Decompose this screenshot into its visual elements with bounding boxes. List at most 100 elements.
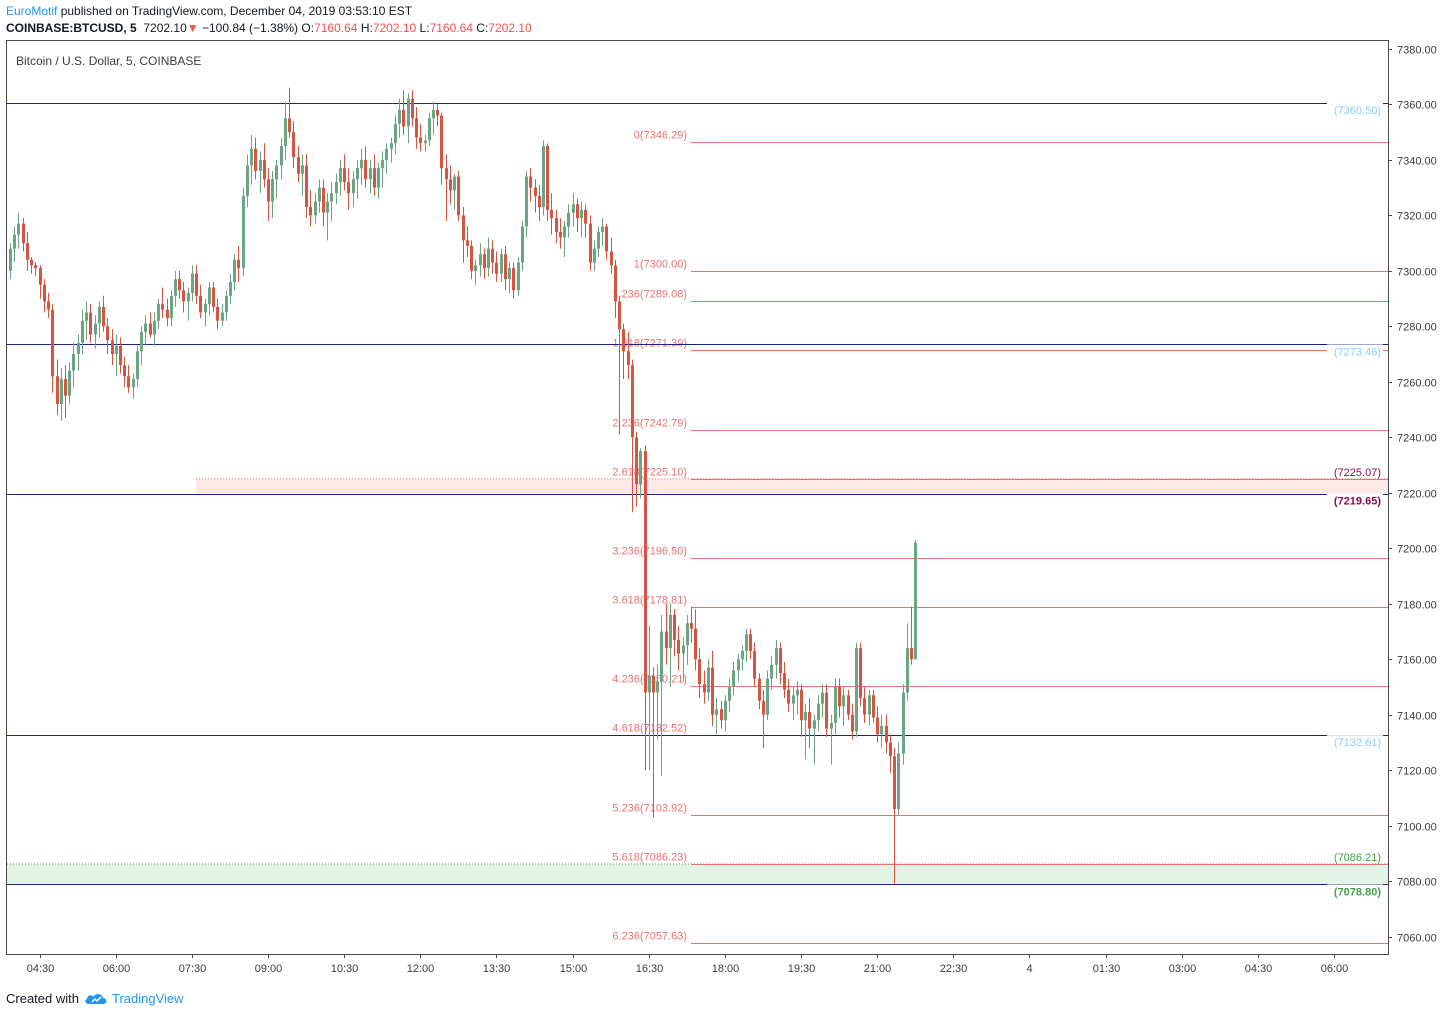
candle-body [711,667,714,715]
candle-body [665,631,668,649]
candle-body [330,193,333,202]
candle-body [732,670,735,687]
candle-body [64,379,67,396]
candle-body [204,304,207,313]
candle-body [876,717,879,735]
time-tick-label: 10:30 [331,963,359,975]
candle-body [123,365,126,377]
level-label-blue: (7132.61) [1334,737,1381,749]
candle-body [559,232,562,238]
candle-body [605,226,608,252]
candle-body [897,753,900,810]
candle-body [394,123,397,144]
candle-body [902,692,905,754]
candle-body [301,165,304,174]
price-zone-red [196,478,1388,494]
candle-body [872,695,875,718]
candle-body [119,345,122,366]
candle-body [415,118,418,138]
price-tick-label: 7240.00 [1397,433,1437,445]
price-tick-label: 7140.00 [1397,711,1437,723]
close-label: C: [476,21,489,35]
candle-body [804,711,807,721]
time-tick-label: 04:30 [1245,963,1273,975]
open-value: 7160.64 [314,21,358,35]
candle-body [335,182,338,194]
tradingview-brand[interactable]: TradingView [112,991,184,1006]
candle-body [77,342,80,355]
price-tick-label: 7180.00 [1397,600,1437,612]
candle-body [851,714,854,732]
fib-label-1.618: 1.618(7271.39) [612,338,687,350]
candle-body [576,204,579,219]
candle-body [208,287,211,305]
candle-body [715,709,718,715]
price-tick-label: 7080.00 [1397,877,1437,889]
candle-body [411,98,414,119]
candle-body [127,376,130,388]
candle-body [614,265,617,302]
candle-body [508,268,511,280]
candle-body [9,248,12,271]
candle-body [309,207,312,216]
candle-body [563,226,566,238]
time-tick-label: 03:00 [1169,963,1197,975]
candle-body [212,287,215,307]
candle-body [199,295,202,313]
time-tick-label: 04:30 [27,963,55,975]
candle-body [89,312,92,335]
candle-body [542,146,545,208]
fib-label-1: 1(7300.00) [634,259,687,271]
plot-frame [6,40,1389,955]
candle-body [682,645,685,654]
candle-body [517,262,520,291]
high-value: 7202.10 [372,21,417,35]
candle-body [284,118,287,147]
candle-body [622,329,625,352]
candle-body [356,168,359,180]
candle-body [792,695,795,704]
open-label: O: [301,21,315,35]
candle-body [538,195,541,208]
candle-body [85,312,88,321]
candle-body [314,201,317,216]
candle-body [724,700,727,721]
candle-body [686,623,689,646]
candle-body [161,304,164,310]
time-tick-label: 06:00 [103,963,131,975]
candle-body [322,187,325,213]
candle-body [842,695,845,707]
candle-body [694,628,697,660]
candle-body [466,240,469,246]
candle-body [132,379,135,388]
candle-body [153,320,156,335]
time-tick-label: 18:00 [712,963,740,975]
candle-body [457,176,460,216]
level-label-blue-bg [1327,735,1383,749]
candle-body [863,698,866,715]
candle-body [453,176,456,191]
candle-body [432,109,435,119]
candle-body [43,284,46,302]
candle-body [440,115,443,169]
price-tick-label: 7220.00 [1397,489,1437,501]
high-label: H: [360,21,373,35]
candle-body [402,109,405,127]
candle-body [233,259,236,282]
time-tick-label: 06:00 [1321,963,1349,975]
candle-body [567,212,570,227]
candle-body [521,226,524,263]
zone-label-red-bg [1327,464,1383,478]
author-link[interactable]: EuroMotif [6,4,58,18]
candle-body [60,379,63,405]
candle-body [111,340,114,355]
candle-body [68,370,71,396]
fib-label-2.236: 2.236(7242.79) [612,418,687,430]
candle-body [529,176,532,188]
candle-body [343,168,346,183]
price-tick-label: 7260.00 [1397,378,1437,390]
candle-body [703,684,706,693]
candle-body [445,168,448,180]
candle-body [360,159,363,169]
